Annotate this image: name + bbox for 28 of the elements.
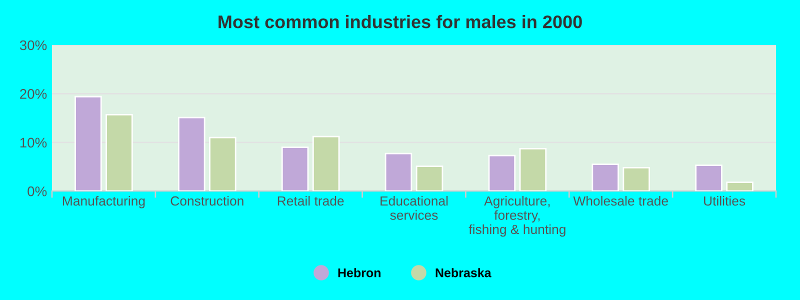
bar [312, 136, 340, 192]
legend-label: Nebraska [436, 268, 492, 278]
x-tick-label: Wholesale trade [573, 196, 668, 206]
bar [281, 146, 309, 192]
bar [519, 148, 547, 192]
bar [488, 154, 516, 192]
bar [178, 116, 206, 192]
y-tick-label: 0% [28, 186, 47, 196]
x-tick-label: Educational services [380, 196, 448, 220]
chart-title: Most common industries for males in 2000 [218, 15, 582, 28]
x-tick-label: Manufacturing [62, 196, 145, 208]
y-tick-label: 20% [20, 89, 47, 99]
x-tick-label: Retail trade [278, 196, 344, 206]
x-tick-label: Utilities [704, 196, 746, 206]
bar [726, 182, 754, 192]
bar [695, 164, 722, 192]
y-tick-label: 30% [20, 40, 47, 50]
bar [74, 96, 102, 192]
x-tick-label: Agriculture, forestry, fishing & hunting [468, 196, 566, 237]
bar [209, 136, 236, 192]
bar [592, 164, 619, 192]
bar [106, 114, 133, 192]
bar [416, 166, 444, 192]
x-tick-label: Construction [170, 196, 244, 206]
bar [622, 167, 650, 192]
y-tick-label: 10% [20, 138, 47, 148]
bar [384, 152, 412, 192]
legend-label: Hebron [338, 268, 380, 278]
